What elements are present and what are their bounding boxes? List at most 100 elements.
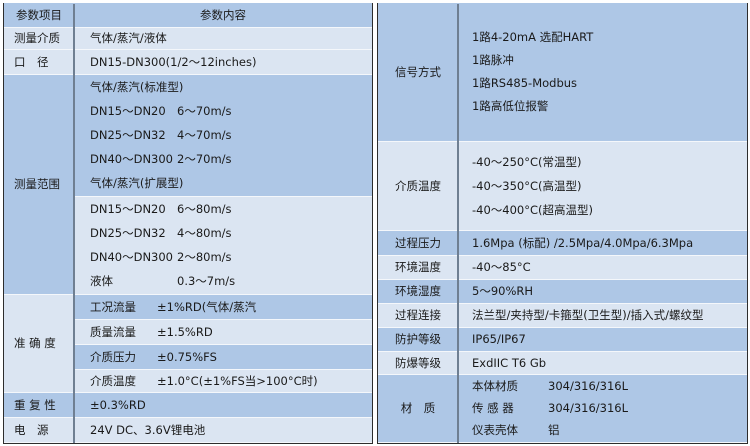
value-detail: ±1%RD(气体/蒸汽 [157,299,257,314]
value-text: -40～350°C(高温型) [472,178,582,193]
row-value: 气体/蒸汽(标准型) DN15～DN20 6～70m/s DN25～DN32 4～70m… [74,74,372,197]
row-label-text: 材 质 [400,401,436,415]
value-detail: ±0.75%FS [157,349,217,364]
value-line: DN15～DN20 6～70m/s [90,99,372,123]
row-value: 5～90%RH [458,279,747,304]
value-text: 24V DC、3.6V锂电池 [90,422,206,437]
value-text: 1路RS485-Modbus [472,75,578,90]
value-text: 5～90%RH [472,284,534,298]
value-detail: 304/316/316L [548,379,629,393]
row-value: 气体/蒸汽/液体 [74,26,372,50]
header-item-label: 参数项目 [4,2,74,28]
value-detail: 4～80m/s [177,226,232,240]
value-text: -40～250°C(常温型) [472,154,582,169]
value-text: 气体/蒸汽/液体 [90,31,167,45]
value-detail: ±1.0°C(±1%FS当>100°C时) [157,373,318,388]
value-line: -40～350°C(高温型) [472,174,747,198]
value-line: 仪表壳体 铝 [472,419,747,441]
value-detail: 6～70m/s [177,104,232,118]
value-detail: 铝 [548,423,560,437]
value-line: DN40～DN300 2～80m/s [90,245,372,269]
header-content-label: 参数内容 [74,2,372,28]
value-line: 气体/蒸汽/液体 [90,26,372,50]
row-label-text: 防爆等级 [395,355,441,370]
value-text: 质量流量 [90,324,136,339]
value-line: 工况流量 ±1%RD(气体/蒸汽 [90,295,372,319]
row-label-text: 介质温度 [395,178,441,193]
value-text: IP65/IP67 [472,332,526,346]
row-value: 1.6Mpa (标配) /2.5Mpa/4.0Mpa/6.3Mpa [458,230,747,256]
value-line: DN15-DN300(1/2～12inches) [90,50,372,74]
row-label-text: 测量介质 [14,31,60,45]
row-label-text: 重 复 性 [14,397,56,412]
value-detail: ±1.5%RD [157,324,213,339]
value-text: 1路高低位报警 [472,98,549,113]
row-value: DN15～DN20 6～80m/s DN25～DN32 4～80m/s DN40～DN3… [74,196,372,295]
value-line: 1路脉冲 [472,49,747,72]
header-text: 参数项目 [16,7,62,22]
value-text: 1.6Mpa (标配) /2.5Mpa/4.0Mpa/6.3Mpa [472,235,694,250]
value-line: -40～250°C(常温型) [472,150,747,174]
row-value: 法兰型/夹持型/卡箍型(卫生型)/插入式/螺纹型 [458,303,747,328]
value-line: DN40～DN300 2～70m/s [90,147,372,171]
row-value: ExdIIC T6 Gb [458,351,747,375]
row-value: 介质压力 ±0.75%FS [74,344,372,370]
row-label-text: 信号方式 [395,64,441,79]
value-line: 1路RS485-Modbus [472,72,747,95]
row-label: 环境温度 [378,255,458,280]
value-line: 气体/蒸汽(扩展型) [90,171,372,195]
value-detail: 4～70m/s [177,128,232,142]
value-line: ±0.3%RD [90,393,372,417]
value-text: 法兰型/夹持型/卡箍型(卫生型)/插入式/螺纹型 [472,308,704,322]
value-line: DN25～DN32 4～70m/s [90,123,372,147]
row-label: 过程连接 [378,303,458,328]
value-text: ±0.3%RD [90,397,146,412]
row-label: 防爆等级 [378,351,458,375]
row-label-text: 测量范围 [14,177,60,191]
value-line: 介质温度 ±1.0°C(±1%FS当>100°C时) [90,369,372,393]
row-label-text: 环境温度 [395,260,441,274]
row-label-text: 环境湿度 [395,284,441,298]
value-text: DN15-DN300(1/2～12inches) [90,54,257,69]
value-line: ExdIIC T6 Gb [472,351,747,375]
row-value: 本体材质 304/316/316L 传 感 器 304/316/316L 仪表壳体 铝 [458,374,747,443]
value-text: 介质压力 [90,349,136,364]
row-value: 工况流量 ±1%RD(气体/蒸汽 [74,294,372,320]
value-text: DN40～DN300 [90,152,173,166]
value-line: DN15～DN20 6～80m/s [90,197,372,221]
spec-table-right: 信号方式 1路4-20mA 选配HART 1路脉冲 1路RS485-Modbus 1路高… [377,2,748,444]
row-value: 24V DC、3.6V锂电池 [74,417,372,443]
value-text: 工况流量 [90,299,136,314]
spec-table-left: 参数项目 参数内容测量介质 气体/蒸汽/液体口 径 DN15-DN300(1/2～12… [3,2,373,444]
value-line: 本体材质 304/316/316L [472,375,747,397]
row-label-text: 口 径 [14,54,49,69]
row-label: 介质温度 [378,141,458,231]
row-label: 口 径 [4,49,74,75]
value-text: 传 感 器 [472,401,514,415]
column-divider [73,4,75,443]
header-text: 参数内容 [200,7,246,22]
row-value: 质量流量 ±1.5%RD [74,319,372,345]
row-value: 介质温度 ±1.0°C(±1%FS当>100°C时) [74,369,372,393]
value-detail: 2～80m/s [177,250,232,264]
value-text: DN25～DN32 [90,128,166,142]
value-line: 1路4-20mA 选配HART [472,26,747,49]
row-label: 测量范围 [4,74,74,295]
value-text: 本体材质 [472,379,518,393]
row-label: 材 质 [378,374,458,443]
value-text: 仪表壳体 [472,423,518,437]
row-label-text: 防护等级 [395,332,441,346]
row-label-text: 准 确 度 [14,336,56,350]
row-value: -40～250°C(常温型) -40～350°C(高温型) -40～400°C(超高… [458,141,747,231]
value-text: 1路脉冲 [472,52,514,67]
value-text: 介质温度 [90,373,136,388]
row-label: 过程压力 [378,230,458,256]
value-line: IP65/IP67 [472,327,747,351]
value-text: -40～400°C(超高温型) [472,202,593,217]
row-label: 信号方式 [378,2,458,142]
value-line: 法兰型/夹持型/卡箍型(卫生型)/插入式/螺纹型 [472,303,747,327]
value-text: 液体 [90,274,113,288]
value-line: DN25～DN32 4～80m/s [90,221,372,245]
column-divider [457,4,459,443]
value-line: 1路高低位报警 [472,95,747,118]
